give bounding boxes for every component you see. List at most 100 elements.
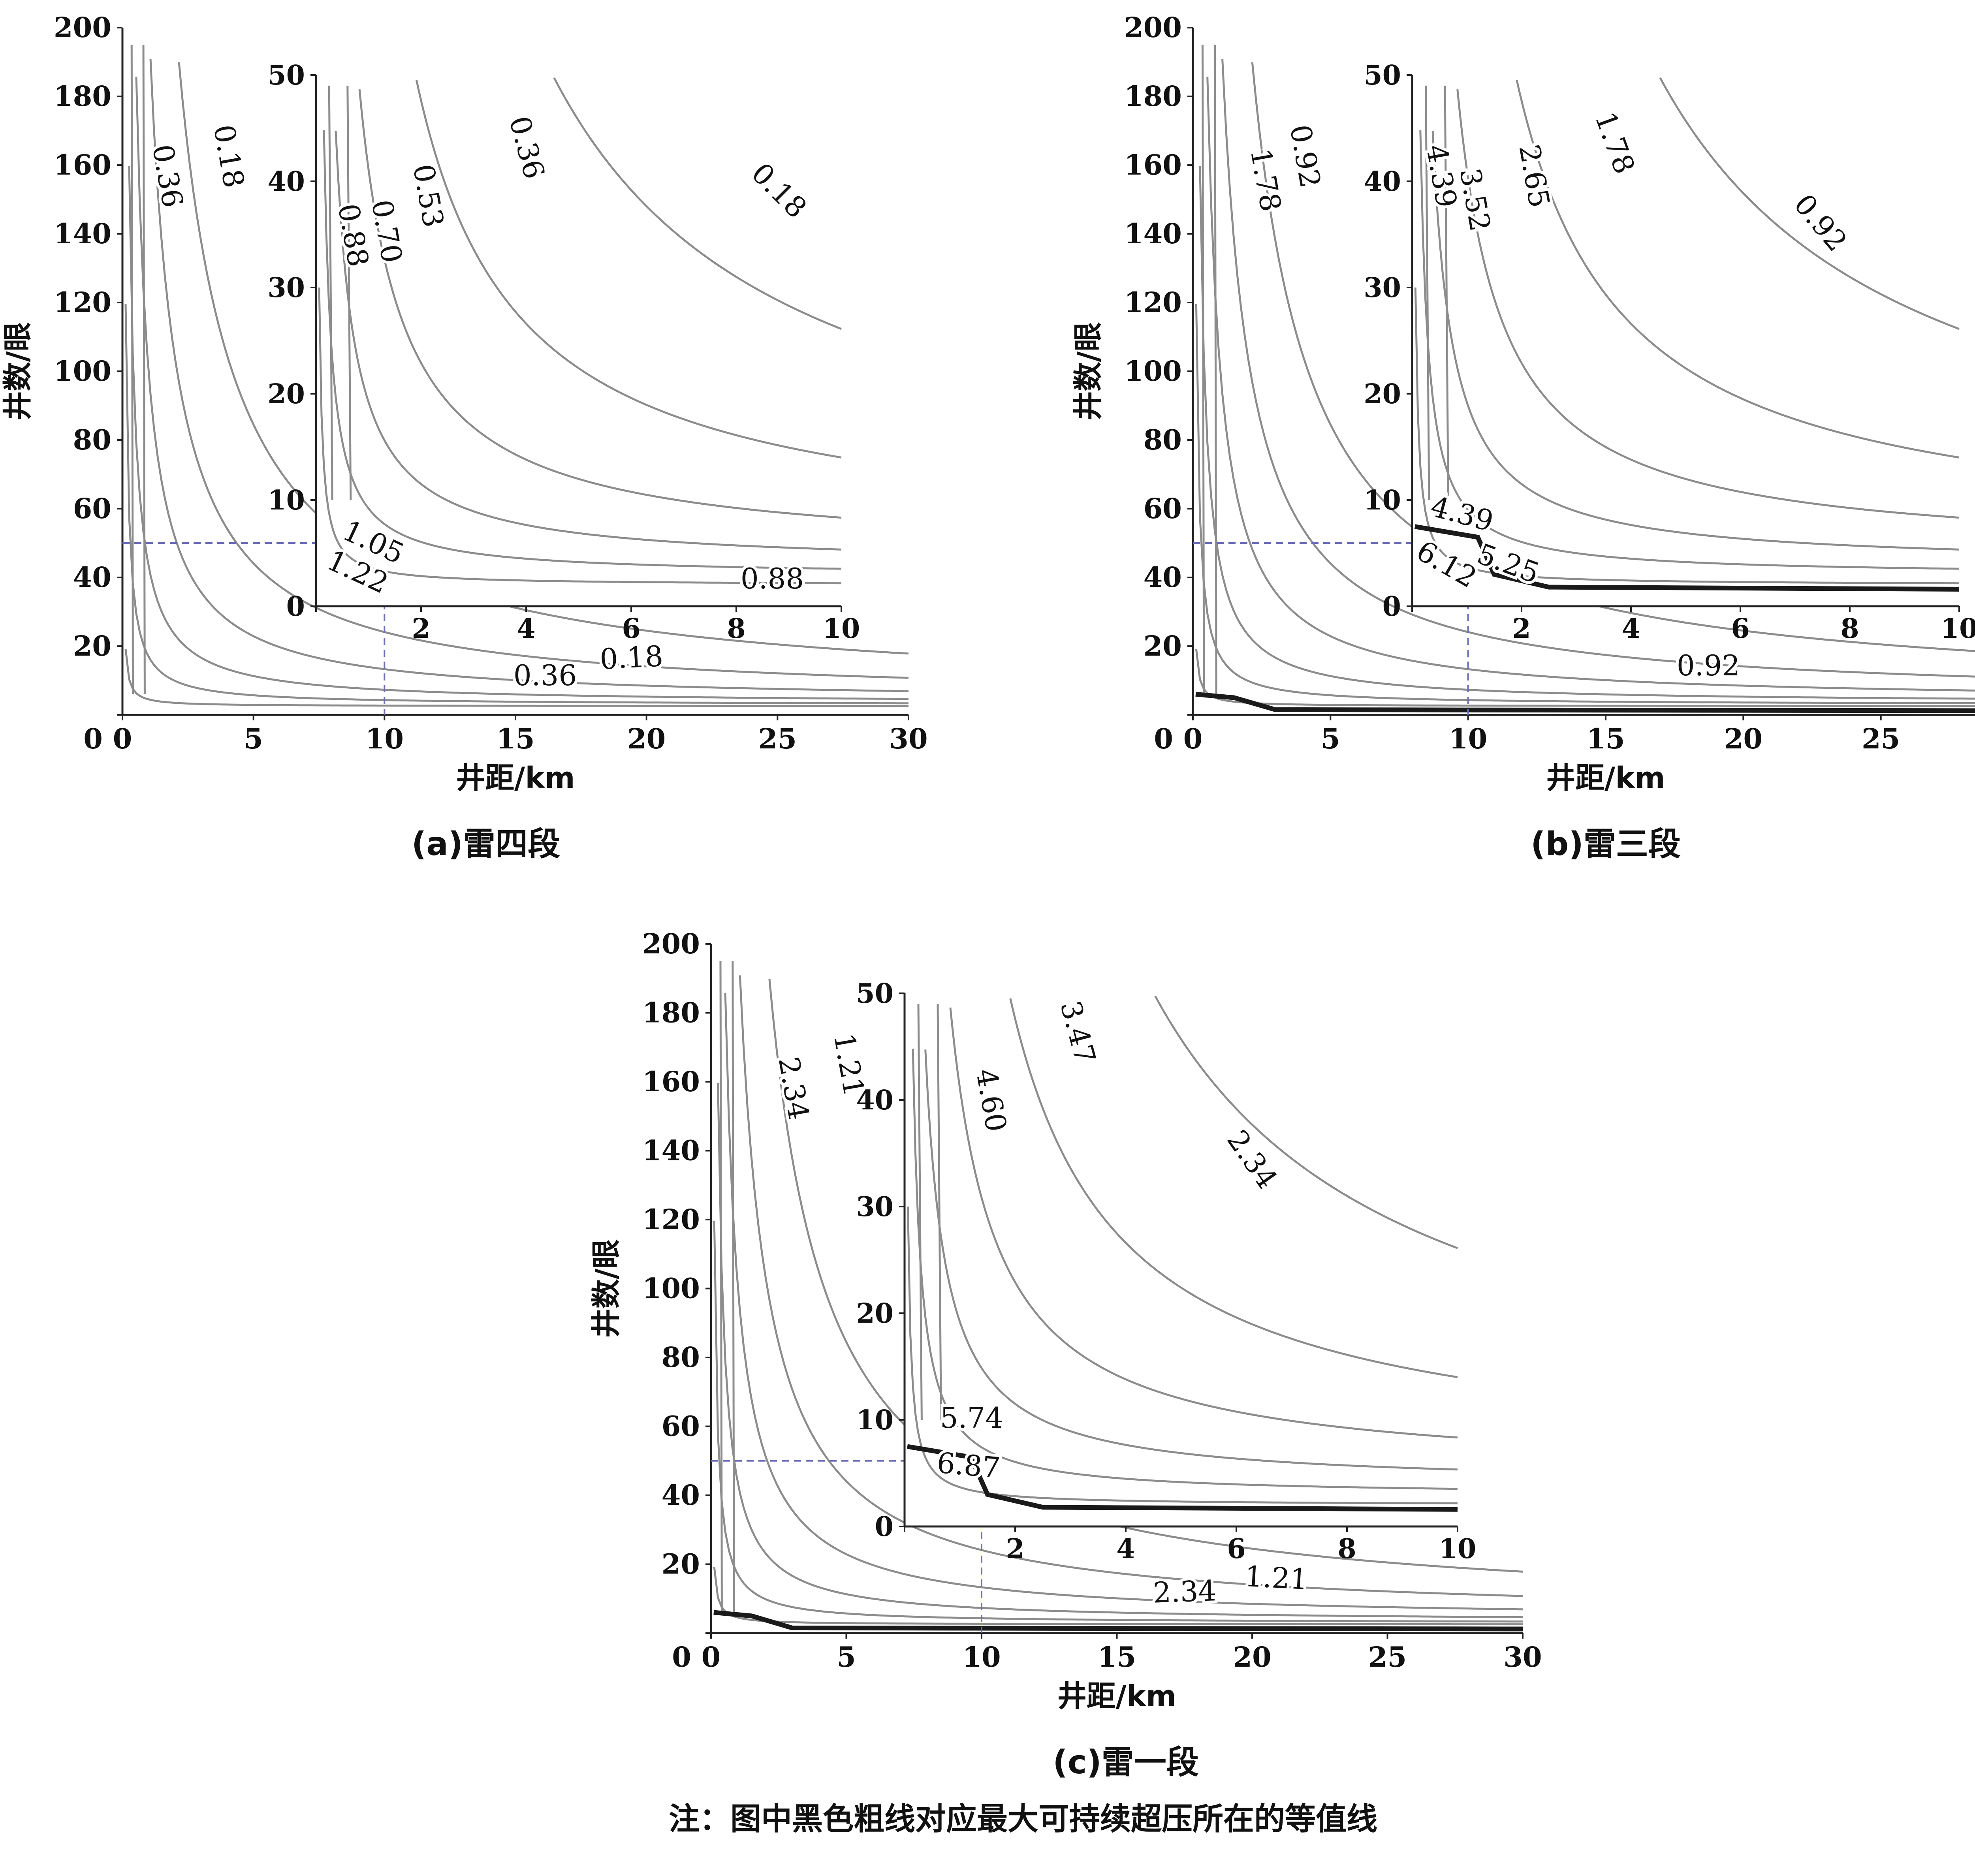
panel-c-y-axis-title: 井数/眼 <box>589 1239 623 1338</box>
panel-b-main-x-tick-label: 0 <box>1183 722 1203 755</box>
panel-c-inset-y-tick-label: 40 <box>856 1085 893 1116</box>
panel-a-inset-contour-line <box>328 85 333 500</box>
panel-a-inset-x-tick-label: 8 <box>727 613 745 645</box>
panel-c-main-contour-line <box>732 961 735 1613</box>
panel-b-inset-inset-bg <box>1412 75 1959 606</box>
panel-c-main-y-tick-label: 60 <box>662 1410 700 1443</box>
panel-a-main-contour-label: 0.36 <box>514 659 577 692</box>
panel-b-inset-bold-contour <box>1414 524 1960 592</box>
panel-a-inset-x-tick-label: 2 <box>412 613 430 645</box>
panel-c-inset-contour-line <box>912 1049 1458 1490</box>
panel-b-main-bold-contour <box>1195 692 1975 713</box>
panel-b-inset-contour-line <box>1516 80 1960 459</box>
panel-a-main-x-tick-label: 10 <box>365 722 404 755</box>
panel-b-main-y-tick-label: 40 <box>1144 561 1182 594</box>
panel-c-main-contour-line <box>739 975 1523 1597</box>
panel-a-inset-x-tick-label: 4 <box>517 613 535 645</box>
panel-b-x-axis-title: 井距/km <box>1546 761 1665 795</box>
panel-c-inset-contour-line <box>1009 998 1458 1378</box>
panel-a-main-contour-line <box>130 45 134 694</box>
panel-a-main-x-tick-label: 0 <box>113 722 132 755</box>
panel-b-inset-contour-line <box>1425 85 1430 500</box>
panel-c-main-y-tick-label: 200 <box>642 927 700 960</box>
panel-b-main-y-tick-label: 200 <box>1124 11 1182 44</box>
panel-b-y-axis-title: 井数/眼 <box>1071 322 1105 420</box>
panel-b-main-contour-label: 0.92 <box>1677 649 1740 682</box>
panel-b-inset-x-tick-label: 2 <box>1512 613 1531 645</box>
panel-c-inset-contour-line <box>924 1049 1458 1471</box>
panel-a-main-contour-line <box>124 649 908 707</box>
panel-b-main-y-tick-label: 160 <box>1124 149 1182 181</box>
panel-b-main-contour-line <box>1214 45 1217 694</box>
panel-c-main-y-tick-label: 160 <box>642 1065 700 1098</box>
panel-a-main-y-tick-label: 200 <box>54 11 111 44</box>
panel-a-main-x-tick-label: 5 <box>244 722 263 755</box>
panel-a-inset-inset-bg <box>316 75 841 606</box>
panel-b-inset-x-tick-label: 4 <box>1621 613 1640 645</box>
panel-c-main-y-tick-label: 140 <box>642 1134 700 1167</box>
panel-b-main-contour-line <box>1201 45 1205 694</box>
panel-a-main-x-tick-label: 15 <box>496 722 534 755</box>
panel-c-inset-contour-line <box>949 1008 1458 1439</box>
panel-b-inset-contour-line <box>1659 77 1960 330</box>
panel-a-main-y-tick-label: 160 <box>54 149 111 181</box>
panel-b-inset-contour-line <box>1414 287 1959 585</box>
panel-a-main-y-tick-label: 180 <box>54 80 111 113</box>
panel-a-inset-y-tick-label: 10 <box>267 485 305 516</box>
panel-a-main-x-tick-label: 20 <box>627 722 666 755</box>
panel-b-inset-contour-line <box>1456 89 1960 519</box>
panel-c-main-x-tick-label: 10 <box>962 1641 1001 1673</box>
panel-b-main-y-tick-label: 120 <box>1124 286 1182 319</box>
panel-a-inset-contour-line <box>415 80 842 459</box>
panel-a-main-contour-line <box>149 59 909 679</box>
panel-b-main-contour-line <box>1195 649 1975 707</box>
panel-b-inset-y-tick-label: 20 <box>1364 378 1401 410</box>
panel-a-main-contour-label: 0.18 <box>599 639 664 676</box>
panel-a-main-contour-label: 0.36 <box>146 142 190 210</box>
panel-a-inset-contour-line <box>358 89 842 519</box>
panel-c-inset-bold-contour <box>907 1444 1458 1512</box>
panel-b-inset-contour-line <box>1444 85 1449 500</box>
panel-b-main-y-tick-label: 20 <box>1144 630 1182 662</box>
panel-a-main-y-tick-label: 60 <box>73 492 111 525</box>
panel-c-main-contour-label: 1.21 <box>1244 1560 1309 1596</box>
panel-c-inset-x-tick-label: 2 <box>1006 1533 1024 1565</box>
panel-c-main-x-tick-label: 25 <box>1368 1641 1407 1673</box>
panel-c-main-x-tick-label: 30 <box>1503 1641 1542 1673</box>
figure-note: 注：图中黑色粗线对应最大可持续超压所在的等值线 <box>669 1801 1377 1837</box>
panel-a-inset-contour-line <box>553 77 842 330</box>
panel-c-inset-x-tick-label: 8 <box>1337 1533 1356 1565</box>
panel-a-inset-x-tick-label: 6 <box>622 613 640 645</box>
panel-c-inset-x-tick-label: 6 <box>1227 1533 1245 1565</box>
panel-a-inset-y-tick-label: 20 <box>267 378 305 410</box>
panel-c-inset-contour-label: 6.87 <box>936 1446 1002 1485</box>
panel-c-main-contour-line <box>713 1567 1523 1626</box>
panel-a-main-contour-line <box>135 77 909 692</box>
panel-c-main-x-tick-label: 20 <box>1233 1641 1271 1673</box>
panel-a-inset-contour-line <box>335 131 842 551</box>
panel-b-main-contour-line <box>1206 77 1975 692</box>
panel-b: 051015202530020406080100120140160180200井… <box>1071 11 1975 863</box>
panel-b-main-contour-line <box>1195 304 1975 704</box>
panel-c-main-contour-line <box>719 961 723 1613</box>
panel-a-main-x-tick-label: 25 <box>758 722 797 755</box>
panel-a-main-contour-label: 0.18 <box>207 122 251 190</box>
panel-a-main-y-tick-label: 120 <box>54 286 111 319</box>
panel-c-main-y-tick-label: 40 <box>662 1479 700 1511</box>
panel-c-x-axis-title: 井距/km <box>1057 1679 1176 1713</box>
panel-b-inset-contour-label: 2.65 <box>1512 142 1556 210</box>
panel-b-inset-x-tick-label: 6 <box>1731 613 1749 645</box>
panel-a-inset-contour-label: 0.88 <box>741 562 804 595</box>
panel-c-inset-x-tick-label: 10 <box>1439 1533 1477 1565</box>
panel-a-main-y-tick-label: 0 <box>83 722 103 755</box>
panel-a-main-y-tick-label: 80 <box>73 423 111 456</box>
panel-c-main-y-tick-label: 0 <box>672 1641 691 1673</box>
panel-c-inset-y-tick-label: 20 <box>856 1298 893 1329</box>
panel-c-main-contour-line <box>717 1083 1523 1618</box>
panel-a-inset-contour-line <box>318 287 841 585</box>
panel-a-inset-contour-line <box>346 85 352 500</box>
panel-b-main-contour-label: 1.78 <box>1244 146 1288 214</box>
panel-a-main-y-tick-label: 40 <box>73 561 111 594</box>
panel-b-main-x-tick-label: 5 <box>1321 722 1340 755</box>
panel-a: 0 5 10 15 20 25 30020406080100120140160180200井… <box>1 11 928 863</box>
